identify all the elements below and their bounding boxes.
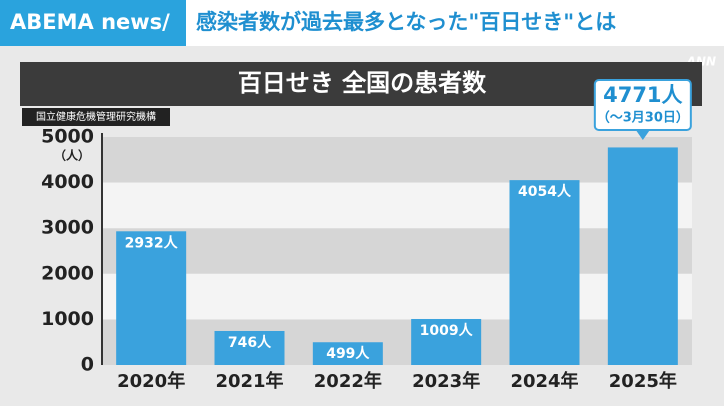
y-tick-label: 5000 bbox=[41, 126, 94, 148]
source-box bbox=[22, 108, 170, 126]
grid-band bbox=[102, 137, 692, 183]
y-tick-label: 3000 bbox=[41, 217, 94, 239]
bar bbox=[116, 231, 187, 365]
source: 国立健康危機管理研究機構 bbox=[36, 110, 156, 123]
bar bbox=[214, 330, 285, 365]
grid-band bbox=[102, 319, 692, 365]
value-label: 4771人 bbox=[603, 83, 682, 107]
value-label: 746人 bbox=[228, 334, 272, 351]
grid-band bbox=[102, 273, 692, 320]
y-unit: （人） bbox=[54, 148, 90, 163]
y-tick-label: 2000 bbox=[41, 262, 94, 284]
plot: 0 1000 2000 3000 4000 5000 2020年 2932人 2021年 746人… bbox=[41, 79, 692, 392]
headline: 感染者数が過去最多となった"百日せき"とは bbox=[196, 10, 616, 34]
grid-band bbox=[102, 182, 692, 229]
brand-box bbox=[0, 0, 186, 46]
x-tick-label: 2025年 bbox=[609, 370, 677, 392]
value-label: 2932人 bbox=[125, 234, 179, 251]
x-tick-label: 2024年 bbox=[510, 370, 578, 392]
y-tick-label: 4000 bbox=[41, 171, 94, 193]
chart-title: 百日せき 全国の患者数 bbox=[238, 69, 487, 97]
bar bbox=[607, 147, 678, 365]
value-label: 499人 bbox=[326, 345, 370, 362]
bar bbox=[509, 180, 580, 365]
bar bbox=[312, 342, 383, 365]
x-tick-label: 2023年 bbox=[412, 370, 480, 392]
value-label: 4054人 bbox=[518, 183, 572, 200]
x-tick-label: 2020年 bbox=[117, 370, 185, 392]
y-tick-label: 1000 bbox=[41, 308, 94, 330]
x-tick-label: 2021年 bbox=[215, 370, 283, 392]
callout-pointer bbox=[635, 130, 650, 140]
bar bbox=[411, 318, 482, 365]
brand: ABEMA news/ bbox=[10, 10, 170, 34]
x-tick-label: 2022年 bbox=[314, 370, 382, 392]
value-label: 1009人 bbox=[420, 322, 474, 339]
y-tick-label: 0 bbox=[81, 354, 94, 376]
title-bar bbox=[20, 62, 702, 106]
annotation: （〜3月30日） bbox=[597, 110, 689, 126]
grid-band bbox=[102, 228, 692, 274]
